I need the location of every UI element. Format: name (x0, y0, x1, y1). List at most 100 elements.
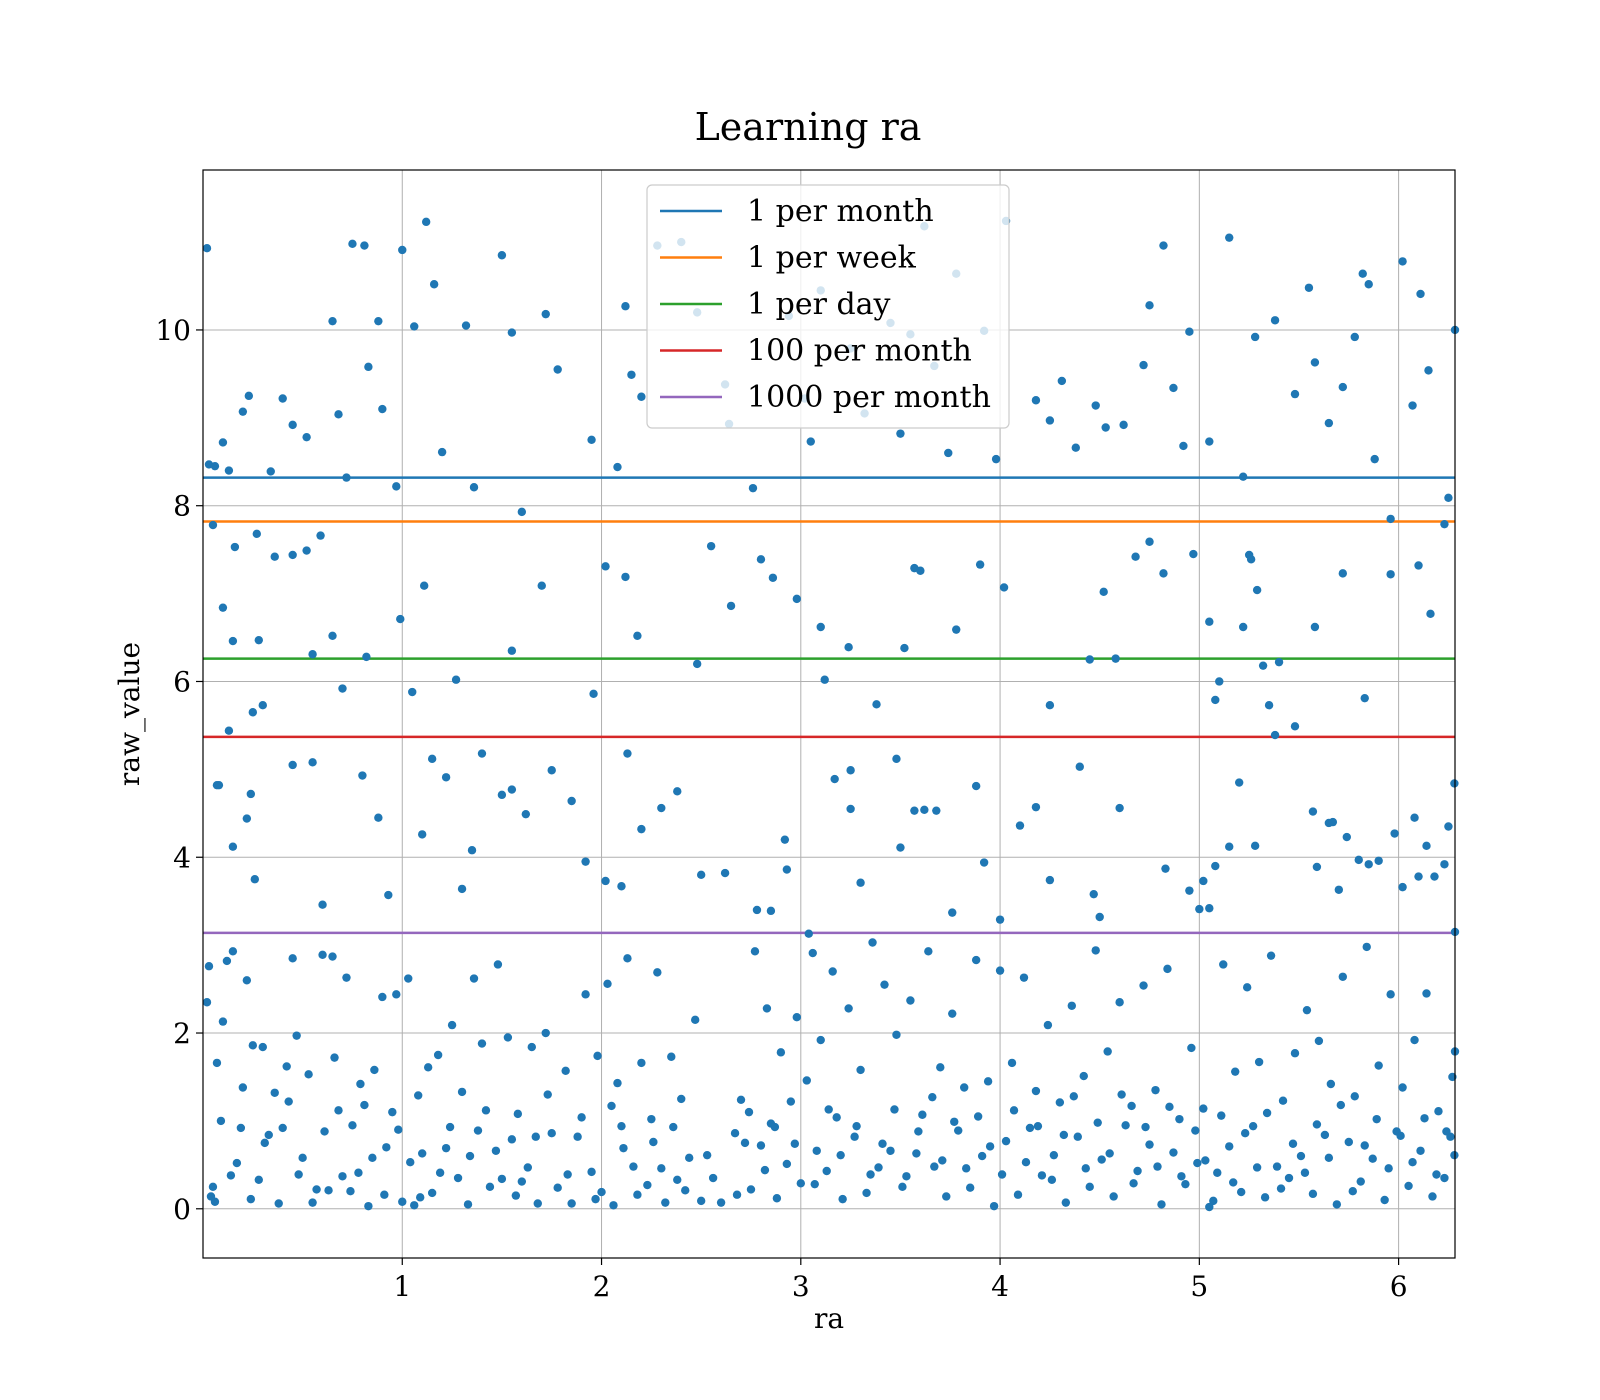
data-point (577, 1113, 586, 1122)
data-point (533, 1199, 542, 1208)
data-point (561, 1066, 570, 1076)
data-point (792, 1012, 802, 1022)
data-point (1328, 817, 1338, 827)
data-point (364, 362, 373, 372)
y-tick-label: 6 (173, 665, 191, 698)
legend: 1 per month 1 per week 1 per day 100 per mo… (646, 184, 1010, 429)
data-point (228, 636, 238, 646)
data-point (856, 878, 865, 887)
data-point (316, 531, 325, 540)
reference-lines (203, 476, 1455, 935)
data-point (1302, 1005, 1312, 1015)
data-point (1410, 813, 1419, 822)
data-point (1312, 862, 1322, 872)
data-point (601, 876, 610, 886)
data-point (457, 1087, 467, 1097)
data-point (1276, 1184, 1286, 1193)
data-point (985, 1142, 995, 1151)
data-point (1193, 1158, 1202, 1168)
data-point (1342, 832, 1351, 842)
data-point (511, 1191, 521, 1200)
data-point (553, 365, 562, 374)
data-point (1248, 1121, 1258, 1131)
data-point (850, 1132, 859, 1141)
data-point (417, 1149, 427, 1158)
data-point (334, 1106, 343, 1115)
data-point (1434, 1107, 1443, 1116)
data-point (507, 328, 517, 337)
data-point (1240, 1129, 1250, 1138)
legend-label: 1 per week (747, 241, 917, 276)
data-point (1195, 904, 1204, 914)
data-point (222, 956, 232, 966)
data-point (673, 1175, 682, 1184)
data-point (637, 392, 646, 401)
data-point (527, 1042, 536, 1052)
data-point (844, 643, 853, 652)
data-point (886, 1146, 895, 1155)
data-point (398, 1197, 407, 1206)
legend-label: 1000 per month (747, 380, 991, 415)
data-point (342, 973, 351, 982)
data-point (619, 1143, 628, 1153)
x-tick-label: 2 (593, 1270, 611, 1303)
data-point (1390, 829, 1399, 838)
data-point (254, 635, 263, 645)
y-tick-label: 4 (173, 841, 191, 874)
data-point (388, 1107, 397, 1117)
data-point (242, 976, 252, 985)
data-point (669, 1122, 678, 1132)
data-point (278, 1123, 287, 1133)
data-point (782, 1159, 792, 1169)
data-point (1296, 1151, 1306, 1161)
data-point (930, 1162, 939, 1171)
data-point (384, 890, 393, 900)
data-point (210, 461, 220, 471)
data-point (621, 302, 630, 311)
data-point (1161, 864, 1170, 873)
data-point (1336, 1100, 1346, 1110)
data-point (613, 462, 622, 472)
x-tick-label: 6 (1390, 1270, 1408, 1303)
x-axis-label: ra (814, 1302, 844, 1335)
data-point (1398, 1083, 1407, 1092)
data-point (1157, 1200, 1166, 1209)
data-point (637, 1058, 646, 1068)
data-point (338, 684, 347, 693)
data-point (208, 1182, 218, 1192)
data-point (890, 1105, 899, 1114)
data-point (1386, 570, 1395, 579)
data-point (1384, 1164, 1393, 1173)
data-point (328, 316, 337, 326)
data-point (541, 1028, 550, 1038)
data-point (1422, 989, 1431, 998)
data-point (1037, 1171, 1047, 1180)
y-tick-label: 10 (155, 314, 191, 347)
data-point (892, 1030, 901, 1039)
data-point (1111, 654, 1120, 663)
data-point (629, 1162, 638, 1171)
data-point (218, 438, 228, 447)
data-point (258, 701, 267, 710)
data-point (846, 804, 855, 814)
data-point (872, 700, 881, 709)
data-point (477, 749, 487, 758)
data-point (1380, 1195, 1389, 1205)
data-point (294, 1170, 303, 1179)
x-tick-label: 5 (1190, 1270, 1208, 1303)
data-point (1071, 443, 1080, 452)
data-point (1308, 1189, 1318, 1199)
data-point (1175, 1114, 1184, 1124)
data-point (1179, 441, 1188, 451)
data-point (517, 1177, 527, 1186)
data-point (844, 1004, 853, 1013)
data-point (497, 251, 507, 260)
data-point (772, 1194, 782, 1203)
data-point (702, 1150, 712, 1160)
data-point (1424, 366, 1433, 375)
data-point (392, 482, 401, 491)
data-point (944, 448, 953, 458)
data-point (808, 948, 817, 958)
data-point (776, 1048, 786, 1057)
data-point (1372, 1114, 1381, 1124)
